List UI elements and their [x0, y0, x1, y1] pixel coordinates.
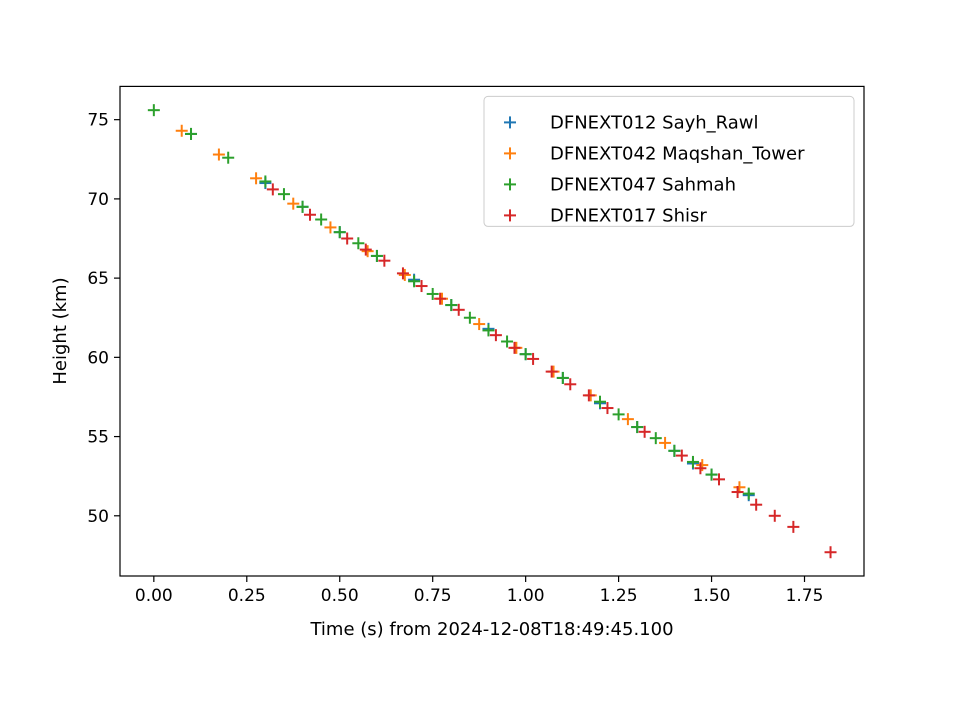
data-point — [303, 208, 316, 221]
data-point — [686, 455, 699, 468]
data-point — [621, 413, 634, 426]
data-point — [768, 509, 781, 522]
legend-entry: DFNEXT042 Maqshan_Tower — [504, 143, 805, 164]
data-point — [659, 436, 672, 449]
legend-box — [483, 95, 855, 227]
legend-entry: DFNEXT012 Sayh_Rawl — [504, 112, 759, 133]
data-point — [250, 172, 263, 185]
legend-label: DFNEXT042 Maqshan_Tower — [550, 143, 805, 164]
data-point — [731, 486, 744, 499]
data-point — [705, 468, 718, 481]
y-tick-label: 50 — [87, 507, 109, 527]
data-point — [341, 232, 354, 245]
series-3 — [147, 104, 755, 500]
legend-marker — [504, 178, 516, 191]
legend: DFNEXT012 Sayh_Rawl DFNEXT042 Maqshan_Tow… — [483, 95, 855, 227]
data-point — [370, 249, 383, 262]
data-point — [333, 226, 346, 239]
y-axis-label: Height (km) — [50, 277, 71, 384]
data-point — [631, 421, 644, 434]
data-point — [675, 449, 688, 462]
data-point — [594, 395, 607, 408]
data-point — [612, 408, 625, 421]
data-point — [712, 473, 725, 486]
data-point — [378, 254, 391, 267]
data-point — [452, 303, 465, 316]
data-point — [352, 237, 365, 250]
legend-label: DFNEXT017 Shisr — [550, 205, 707, 226]
data-point — [175, 124, 188, 137]
x-tick-label: 0.50 — [321, 586, 359, 606]
data-point — [473, 318, 486, 331]
legend-entry: DFNEXT047 Sahmah — [504, 174, 736, 195]
data-point — [185, 127, 198, 140]
x-tick-label: 1.75 — [786, 586, 824, 606]
data-point — [501, 335, 514, 348]
x-tick-label: 1.00 — [507, 586, 545, 606]
x-tick-label: 0.25 — [228, 586, 266, 606]
data-point — [359, 243, 372, 256]
data-point — [601, 402, 614, 415]
data-point — [564, 378, 577, 391]
legend-label: DFNEXT012 Sayh_Rawl — [550, 112, 759, 133]
data-point — [489, 329, 502, 342]
x-tick-label: 1.25 — [600, 586, 638, 606]
x-tick-label: 1.50 — [693, 586, 731, 606]
data-point — [742, 487, 755, 500]
y-axis-ticks: 50 55 60 65 70 75 — [87, 111, 120, 527]
plot-frame — [119, 85, 865, 577]
legend-entry: DFNEXT017 Shisr — [504, 205, 707, 226]
x-tick-label: 0.00 — [135, 586, 173, 606]
data-point — [287, 197, 300, 210]
data-point — [445, 299, 458, 312]
data-point — [519, 348, 532, 361]
y-tick-label: 55 — [87, 428, 109, 448]
legend-marker — [504, 209, 516, 222]
data-point — [638, 425, 651, 438]
data-point — [315, 213, 328, 226]
y-tick-label: 65 — [87, 269, 109, 289]
data-point — [694, 462, 707, 475]
data-point — [787, 520, 800, 533]
x-tick-label: 0.75 — [414, 586, 452, 606]
data-point — [415, 280, 428, 293]
data-point — [266, 183, 279, 196]
data-point — [277, 188, 290, 201]
data-point — [426, 287, 439, 300]
y-tick-label: 70 — [87, 190, 109, 210]
data-point — [296, 200, 309, 213]
y-tick-label: 75 — [87, 111, 109, 131]
data-point — [408, 275, 421, 288]
data-point — [527, 352, 540, 365]
data-point — [582, 389, 595, 402]
data-point — [147, 104, 160, 117]
data-point — [545, 365, 558, 378]
data-point — [398, 268, 411, 281]
legend-marker — [504, 147, 516, 160]
y-tick-label: 60 — [87, 348, 109, 368]
data-point — [649, 432, 662, 445]
data-point — [324, 221, 337, 234]
data-point — [361, 245, 374, 258]
data-points — [147, 104, 837, 559]
data-point — [668, 444, 681, 457]
series-4 — [266, 183, 837, 559]
legend-marker — [504, 116, 516, 129]
data-point — [463, 311, 476, 324]
legend-label: DFNEXT047 Sahmah — [550, 174, 736, 195]
data-point — [824, 546, 837, 559]
data-point — [222, 151, 235, 164]
data-point — [482, 324, 495, 337]
data-point — [750, 498, 763, 511]
data-point — [259, 175, 272, 188]
data-point — [396, 267, 409, 280]
data-point — [434, 292, 447, 305]
data-point — [556, 371, 569, 384]
data-point — [212, 148, 225, 161]
x-axis-label: Time (s) from 2024-12-08T18:49:45.100 — [309, 619, 673, 640]
data-point — [508, 341, 521, 354]
x-axis-ticks: 0.00 0.25 0.50 0.75 1.00 1.25 1.50 1.75 — [135, 576, 824, 606]
